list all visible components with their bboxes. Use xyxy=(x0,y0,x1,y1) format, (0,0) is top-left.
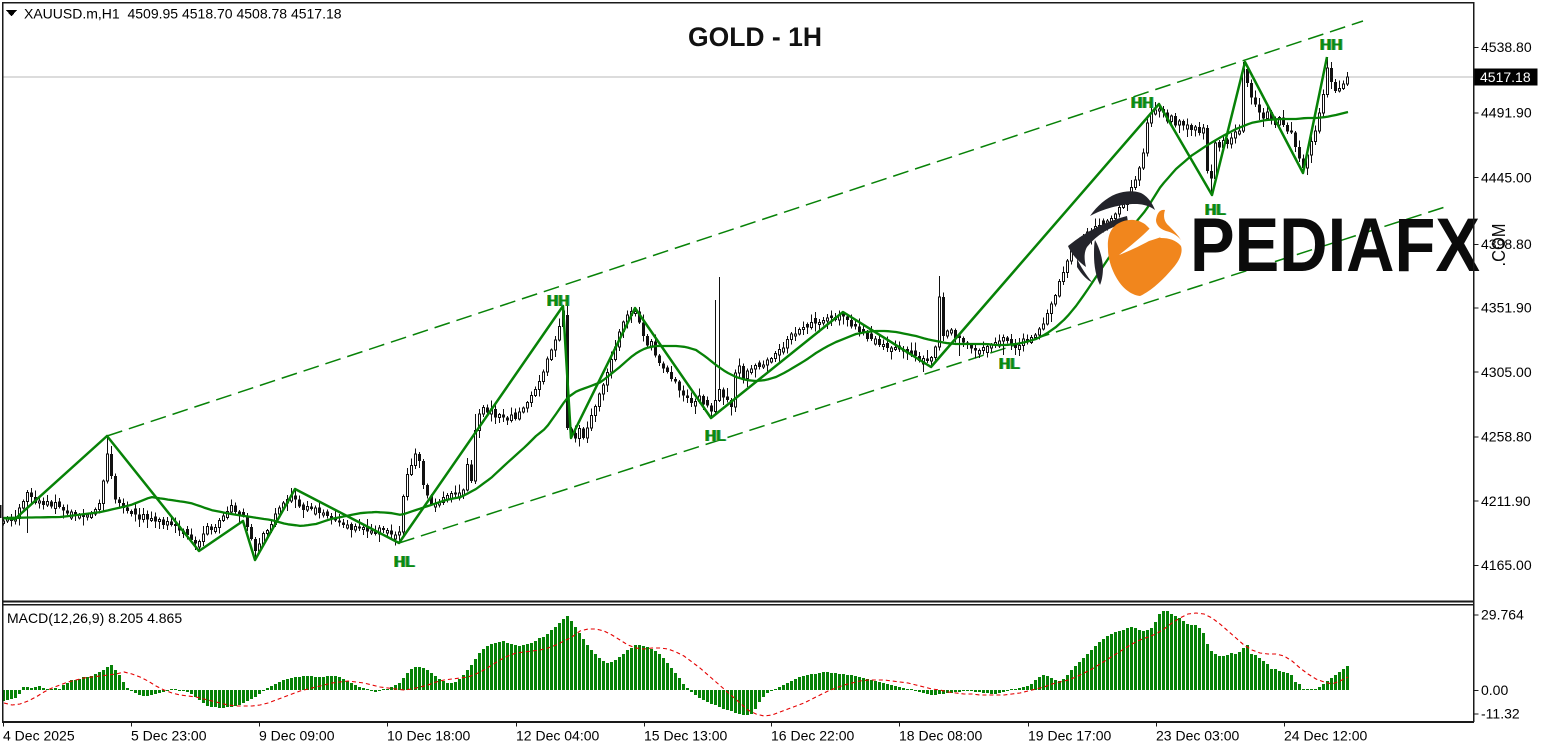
svg-text:23 Dec 03:00: 23 Dec 03:00 xyxy=(1156,728,1239,744)
svg-text:15 Dec 13:00: 15 Dec 13:00 xyxy=(644,728,727,744)
svg-text:4305.00: 4305.00 xyxy=(1481,364,1532,380)
svg-text:4398.80: 4398.80 xyxy=(1481,236,1532,252)
svg-text:16 Dec 22:00: 16 Dec 22:00 xyxy=(771,728,854,744)
svg-text:HH: HH xyxy=(1320,37,1342,54)
svg-text:4165.00: 4165.00 xyxy=(1481,557,1532,573)
svg-text:HH: HH xyxy=(1130,95,1152,112)
svg-text:HL: HL xyxy=(1000,356,1021,373)
svg-text:5 Dec 23:00: 5 Dec 23:00 xyxy=(131,728,207,744)
svg-text:XAUUSD.m,H1 4509.95 4518.70 4: XAUUSD.m,H1 4509.95 4518.70 4508.78 4517… xyxy=(24,6,342,22)
svg-text:19 Dec 17:00: 19 Dec 17:00 xyxy=(1028,728,1111,744)
svg-text:4 Dec 2025: 4 Dec 2025 xyxy=(3,728,75,744)
svg-text:29.764: 29.764 xyxy=(1481,607,1524,623)
svg-text:4351.90: 4351.90 xyxy=(1481,300,1532,316)
svg-text:9 Dec 09:00: 9 Dec 09:00 xyxy=(259,728,335,744)
svg-text:HH: HH xyxy=(546,293,568,310)
svg-text:10 Dec 18:00: 10 Dec 18:00 xyxy=(387,728,470,744)
svg-text:HH: HH xyxy=(1132,95,1154,112)
svg-text:HL: HL xyxy=(393,554,414,571)
svg-text:HH: HH xyxy=(1131,95,1153,112)
svg-text:4445.00: 4445.00 xyxy=(1481,169,1532,185)
svg-text:4538.80: 4538.80 xyxy=(1481,39,1532,55)
svg-text:4491.90: 4491.90 xyxy=(1481,105,1532,121)
svg-text:HL: HL xyxy=(998,356,1019,373)
svg-text:4517.18: 4517.18 xyxy=(1480,69,1531,85)
svg-text:HH: HH xyxy=(548,293,570,310)
svg-text:PEDIAFX: PEDIAFX xyxy=(1190,203,1480,288)
svg-text:HL: HL xyxy=(704,428,725,445)
svg-text:GOLD - 1H: GOLD - 1H xyxy=(688,22,822,52)
svg-text:0.00: 0.00 xyxy=(1481,682,1508,698)
svg-text:24 Dec 12:00: 24 Dec 12:00 xyxy=(1284,728,1367,744)
svg-text:HL: HL xyxy=(706,428,727,445)
svg-text:12 Dec 04:00: 12 Dec 04:00 xyxy=(516,728,599,744)
svg-text:-11.32: -11.32 xyxy=(1481,706,1520,722)
svg-text:.COM: .COM xyxy=(1489,224,1509,267)
svg-text:4258.80: 4258.80 xyxy=(1481,429,1532,445)
svg-text:HL: HL xyxy=(395,554,416,571)
svg-text:HL: HL xyxy=(1206,202,1227,219)
svg-text:HH: HH xyxy=(1319,37,1341,54)
svg-text:4211.90: 4211.90 xyxy=(1481,493,1531,509)
svg-text:HL: HL xyxy=(999,356,1020,373)
svg-text:MACD(12,26,9) 8.205 4.865: MACD(12,26,9) 8.205 4.865 xyxy=(7,610,182,626)
svg-text:18 Dec 08:00: 18 Dec 08:00 xyxy=(899,728,982,744)
svg-text:HL: HL xyxy=(1204,202,1225,219)
svg-text:HL: HL xyxy=(394,554,415,571)
svg-text:HL: HL xyxy=(1205,202,1226,219)
svg-text:HH: HH xyxy=(547,293,569,310)
svg-text:HL: HL xyxy=(705,428,726,445)
svg-text:HH: HH xyxy=(1321,37,1343,54)
